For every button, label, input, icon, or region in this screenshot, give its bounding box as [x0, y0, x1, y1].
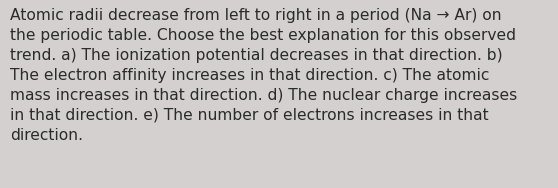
- Text: Atomic radii decrease from left to right in a period (Na → Ar) on
the periodic t: Atomic radii decrease from left to right…: [10, 8, 517, 143]
